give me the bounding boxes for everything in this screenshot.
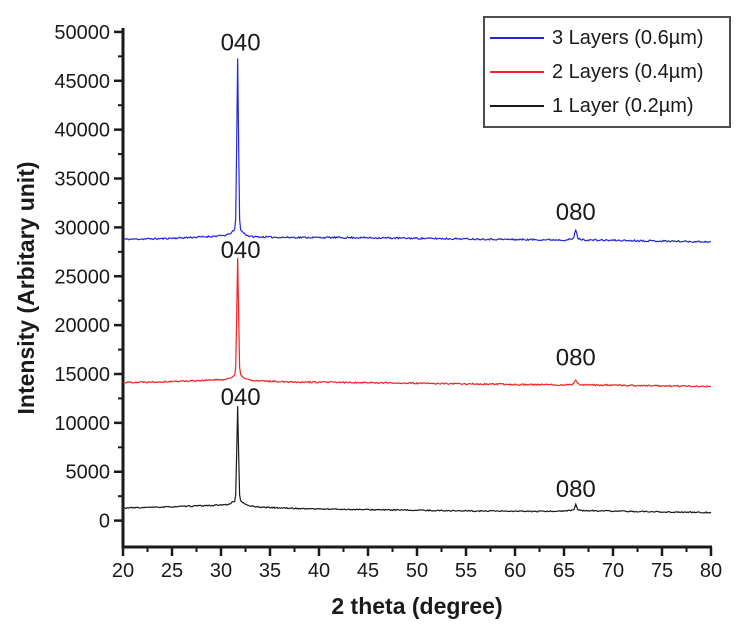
legend-item-label: 3 Layers (0.6µm) bbox=[552, 26, 704, 49]
peak-label-080: 080 bbox=[556, 476, 596, 503]
y-tick-label: 20000 bbox=[54, 315, 110, 337]
trace-1-layer bbox=[122, 406, 712, 514]
y-tick-label: 45000 bbox=[54, 71, 110, 93]
peak-label-040: 040 bbox=[221, 384, 261, 411]
x-tick-label: 20 bbox=[112, 560, 134, 582]
legend-line-swatch bbox=[490, 71, 544, 73]
legend-item-label: 2 Layers (0.4µm) bbox=[552, 60, 704, 83]
legend-item-label: 1 Layer (0.2µm) bbox=[552, 94, 694, 117]
x-tick-label: 40 bbox=[308, 560, 330, 582]
legend-item-2-layers: 2 Layers (0.4µm) bbox=[485, 55, 729, 89]
axes-layer: 20 25 30 35 40 45 50 55 60 65 70 75 80 0 5000 10000 1500… bbox=[54, 22, 722, 582]
trace-3-layers bbox=[122, 58, 712, 244]
x-tick-label: 55 bbox=[455, 560, 477, 582]
x-tick-label: 30 bbox=[210, 560, 232, 582]
traces-layer bbox=[122, 58, 712, 514]
x-tick-label: 75 bbox=[651, 560, 673, 582]
peak-annotations-layer: 040 040 040 080 080 080 bbox=[221, 30, 596, 503]
x-tick-label: 45 bbox=[357, 560, 379, 582]
y-tick-label: 30000 bbox=[54, 217, 110, 239]
legend-item-3-layers: 3 Layers (0.6µm) bbox=[485, 21, 729, 55]
legend-item-1-layer: 1 Layer (0.2µm) bbox=[485, 89, 729, 123]
legend-line-swatch bbox=[490, 105, 544, 107]
x-tick-label: 25 bbox=[161, 560, 183, 582]
x-tick-label: 50 bbox=[406, 560, 428, 582]
y-tick-label: 25000 bbox=[54, 266, 110, 288]
peak-label-080: 080 bbox=[556, 344, 596, 371]
legend: 3 Layers (0.6µm) 2 Layers (0.4µm) 1 Layer … bbox=[483, 16, 731, 128]
trace-2-layers bbox=[122, 257, 712, 388]
y-axis-title: Intensity (Arbitary unit) bbox=[13, 161, 39, 414]
peak-label-040: 040 bbox=[221, 237, 261, 264]
y-tick-label: 40000 bbox=[54, 120, 110, 142]
x-tick-label: 80 bbox=[700, 560, 722, 582]
x-tick-label: 70 bbox=[602, 560, 624, 582]
x-tick-label: 60 bbox=[504, 560, 526, 582]
peak-label-080: 080 bbox=[556, 199, 596, 226]
y-tick-label: 10000 bbox=[54, 413, 110, 435]
legend-line-swatch bbox=[490, 37, 544, 39]
y-tick-label: 0 bbox=[99, 511, 110, 533]
x-tick-label: 65 bbox=[553, 560, 575, 582]
y-tick-label: 5000 bbox=[66, 462, 111, 484]
peak-label-040: 040 bbox=[221, 30, 261, 57]
x-tick-label: 35 bbox=[259, 560, 281, 582]
y-tick-label: 50000 bbox=[54, 22, 110, 44]
x-axis-title: 2 theta (degree) bbox=[331, 593, 502, 619]
y-tick-label: 15000 bbox=[54, 364, 110, 386]
y-tick-label: 35000 bbox=[54, 169, 110, 191]
